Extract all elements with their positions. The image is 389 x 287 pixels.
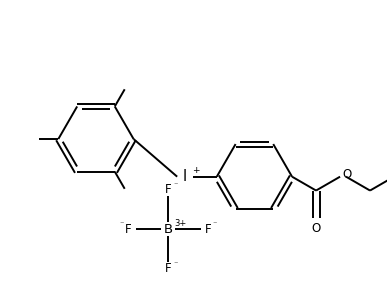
Text: ⁻: ⁻ bbox=[173, 259, 178, 268]
Text: F: F bbox=[205, 223, 211, 236]
Text: 3+: 3+ bbox=[174, 219, 186, 228]
Text: ⁻: ⁻ bbox=[173, 180, 178, 189]
Text: ⁻: ⁻ bbox=[119, 220, 124, 229]
Text: B: B bbox=[164, 223, 173, 236]
Text: F: F bbox=[125, 223, 132, 236]
Text: +: + bbox=[192, 166, 200, 175]
Text: F: F bbox=[165, 183, 172, 196]
Text: ⁻: ⁻ bbox=[213, 220, 217, 229]
Text: O: O bbox=[312, 222, 321, 235]
Text: O: O bbox=[342, 168, 351, 181]
Text: I: I bbox=[183, 169, 187, 184]
Text: F: F bbox=[165, 262, 172, 275]
